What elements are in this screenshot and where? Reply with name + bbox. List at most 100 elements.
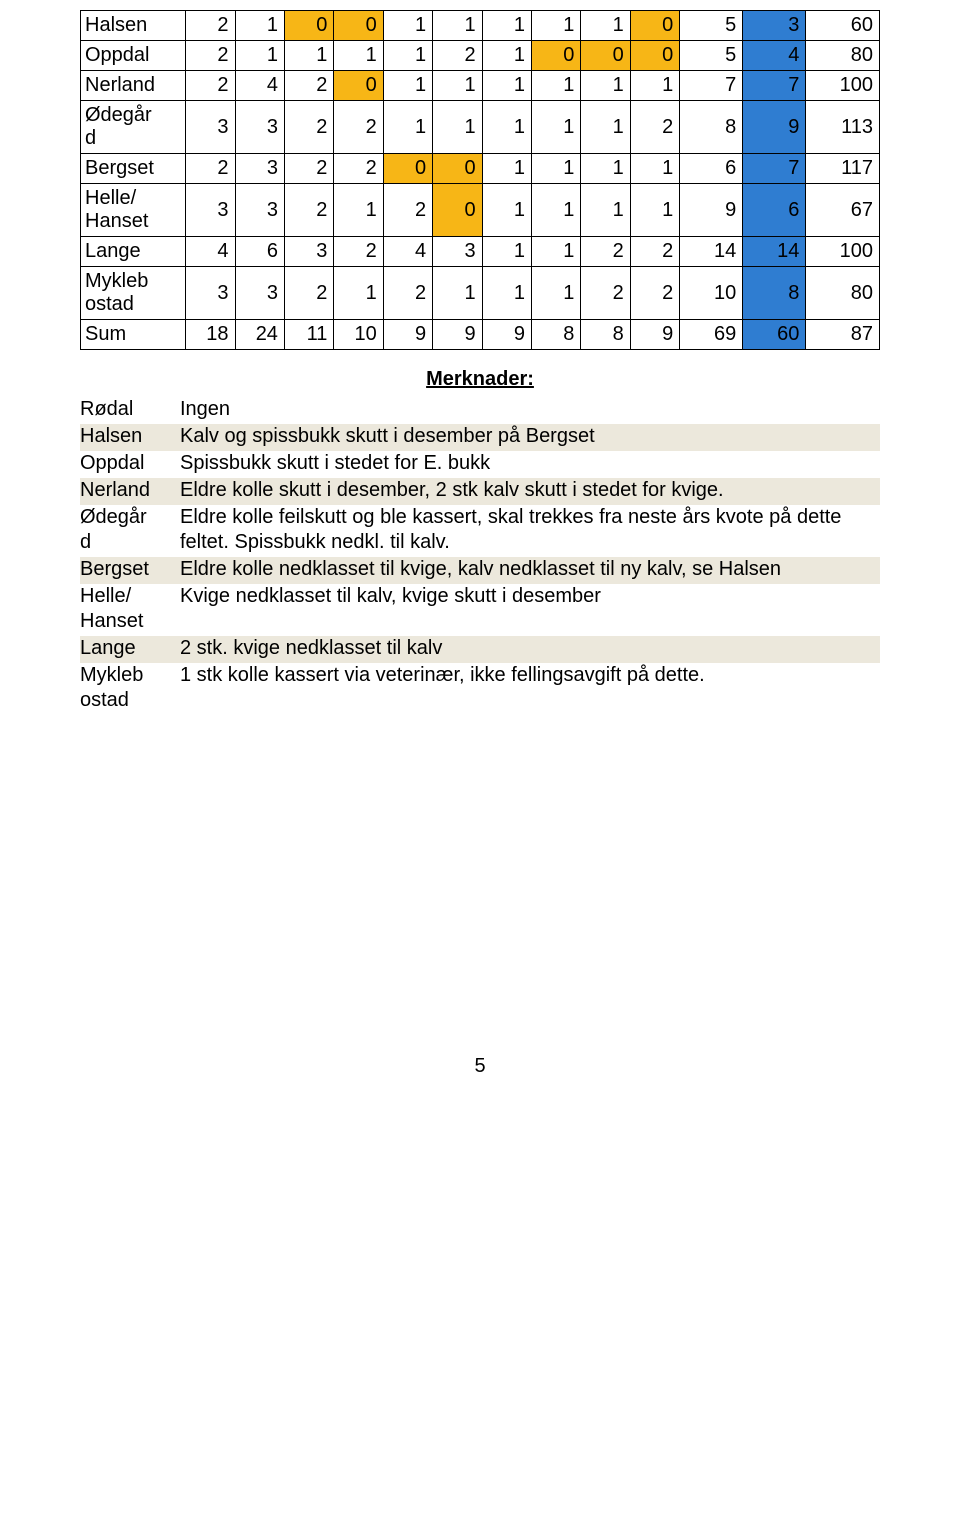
cell: 80 [806, 267, 880, 320]
cell: 0 [433, 184, 482, 237]
cell: 0 [284, 11, 333, 41]
cell: 2 [383, 267, 432, 320]
cell: 1 [630, 154, 679, 184]
cell: 9 [482, 320, 531, 350]
cell: 3 [235, 101, 284, 154]
cell: 1 [433, 267, 482, 320]
note-location: Mykleb ostad [80, 663, 180, 715]
cell: 8 [680, 101, 743, 154]
cell: 14 [743, 237, 806, 267]
cell: 1 [482, 101, 531, 154]
cell: 7 [743, 154, 806, 184]
note-row: Lange2 stk. kvige nedklasset til kalv [80, 636, 880, 663]
note-location: Halsen [80, 424, 180, 451]
cell: 2 [284, 101, 333, 154]
row-label: Bergset [81, 154, 186, 184]
notes-heading: Merknader: [80, 368, 880, 391]
row-label: Halsen [81, 11, 186, 41]
cell: 1 [581, 71, 630, 101]
cell: 1 [284, 41, 333, 71]
note-text: Eldre kolle nedklasset til kvige, kalv n… [180, 557, 880, 584]
table-row: Bergset232200111167117 [81, 154, 880, 184]
cell: 3 [186, 267, 235, 320]
note-row: NerlandEldre kolle skutt i desember, 2 s… [80, 478, 880, 505]
cell: 2 [433, 41, 482, 71]
note-location: Nerland [80, 478, 180, 505]
note-row: HalsenKalv og spissbukk skutt i desember… [80, 424, 880, 451]
cell: 1 [482, 154, 531, 184]
cell: 2 [284, 267, 333, 320]
row-label: Nerland [81, 71, 186, 101]
cell: 60 [743, 320, 806, 350]
cell: 1 [581, 154, 630, 184]
note-location: Helle/ Hanset [80, 584, 180, 636]
note-row: Mykleb ostad1 stk kolle kassert via vete… [80, 663, 880, 715]
cell: 1 [433, 71, 482, 101]
cell: 1 [334, 267, 383, 320]
cell: 3 [235, 267, 284, 320]
cell: 24 [235, 320, 284, 350]
note-text: Ingen [180, 397, 880, 424]
table-row: Oppdal21111210005480 [81, 41, 880, 71]
cell: 10 [680, 267, 743, 320]
cell: 1 [334, 41, 383, 71]
note-text: Kalv og spissbukk skutt i desember på Be… [180, 424, 880, 451]
cell: 1 [531, 154, 580, 184]
cell: 1 [531, 101, 580, 154]
cell: 100 [806, 237, 880, 267]
cell: 3 [235, 154, 284, 184]
note-text: Kvige nedklasset til kalv, kvige skutt i… [180, 584, 880, 636]
cell: 1 [630, 71, 679, 101]
cell: 0 [334, 11, 383, 41]
cell: 1 [581, 11, 630, 41]
cell: 10 [334, 320, 383, 350]
cell: 87 [806, 320, 880, 350]
note-text: 1 stk kolle kassert via veterinær, ikke … [180, 663, 880, 715]
cell: 5 [680, 41, 743, 71]
cell: 1 [581, 101, 630, 154]
cell: 80 [806, 41, 880, 71]
notes-table: RødalIngenHalsenKalv og spissbukk skutt … [80, 397, 880, 715]
cell: 0 [433, 154, 482, 184]
table-row: Halsen21001111105360 [81, 11, 880, 41]
cell: 4 [383, 237, 432, 267]
table-row: Nerland242011111177100 [81, 71, 880, 101]
cell: 14 [680, 237, 743, 267]
row-label: Mykleb ostad [81, 267, 186, 320]
cell: 1 [235, 41, 284, 71]
cell: 18 [186, 320, 235, 350]
cell: 1 [482, 41, 531, 71]
note-text: Eldre kolle feilskutt og ble kassert, sk… [180, 505, 880, 557]
cell: 100 [806, 71, 880, 101]
table-row: Helle/ Hanset33212011119667 [81, 184, 880, 237]
cell: 11 [284, 320, 333, 350]
cell: 1 [482, 71, 531, 101]
table-row: Lange46324311221414100 [81, 237, 880, 267]
cell: 3 [433, 237, 482, 267]
cell: 2 [284, 71, 333, 101]
cell: 3 [284, 237, 333, 267]
row-label: Ødegår d [81, 101, 186, 154]
cell: 1 [482, 184, 531, 237]
cell: 1 [235, 11, 284, 41]
cell: 7 [680, 71, 743, 101]
note-location: Oppdal [80, 451, 180, 478]
row-label: Oppdal [81, 41, 186, 71]
cell: 1 [383, 11, 432, 41]
note-location: Rødal [80, 397, 180, 424]
cell: 2 [186, 154, 235, 184]
row-label: Lange [81, 237, 186, 267]
cell: 6 [743, 184, 806, 237]
cell: 2 [284, 154, 333, 184]
table-row: Sum18241110999889696087 [81, 320, 880, 350]
note-location: Lange [80, 636, 180, 663]
cell: 8 [531, 320, 580, 350]
cell: 113 [806, 101, 880, 154]
cell: 9 [433, 320, 482, 350]
cell: 3 [743, 11, 806, 41]
note-row: OppdalSpissbukk skutt i stedet for E. bu… [80, 451, 880, 478]
cell: 2 [186, 71, 235, 101]
cell: 2 [581, 267, 630, 320]
cell: 9 [680, 184, 743, 237]
cell: 9 [743, 101, 806, 154]
